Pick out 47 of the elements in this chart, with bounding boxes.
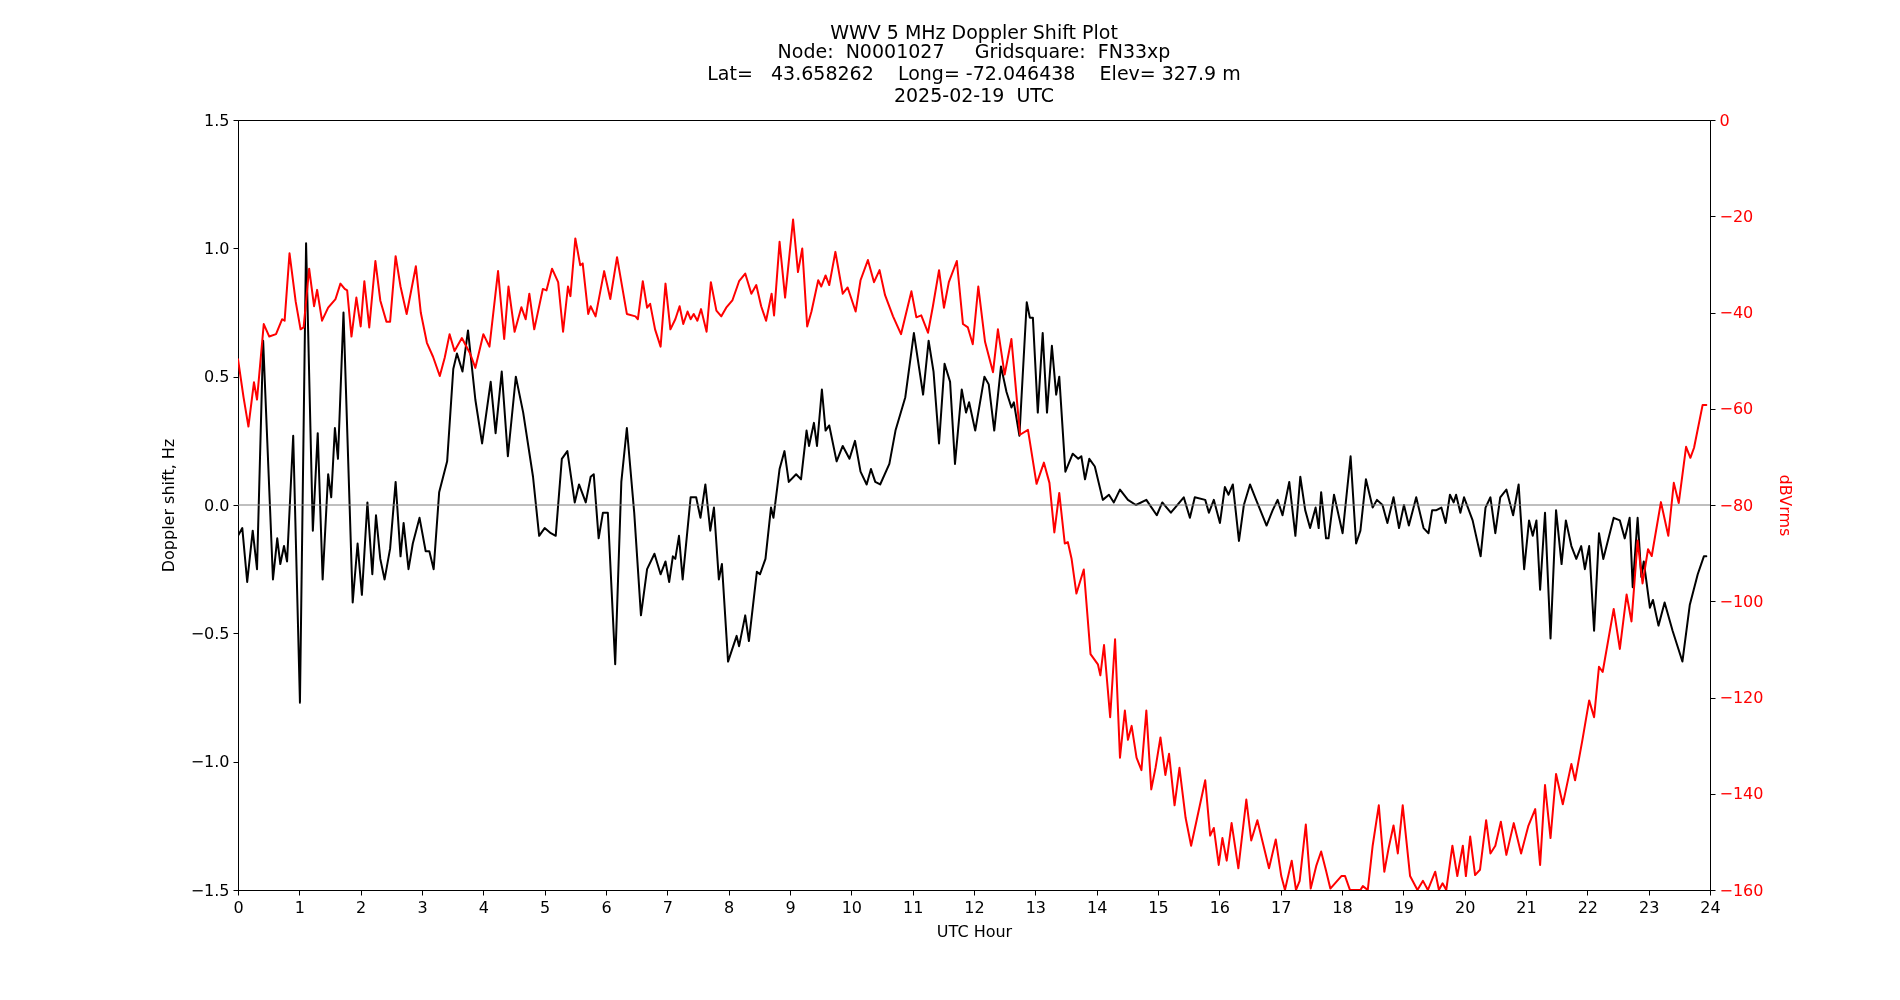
x-tick-label: 2 [356,897,367,917]
y-axis-title: Doppler shift, Hz [158,438,178,573]
y-tick-label: 1.5 [204,110,230,130]
y2-tick-label: −40 [1719,303,1754,322]
x-tick-label: 1 [294,897,305,917]
x-axis-title: UTC Hour [936,921,1013,941]
x-tick-label: 3 [417,897,428,917]
x-tick-label: 4 [478,897,489,917]
line-series [238,242,1708,704]
y2-tick-label: −20 [1719,206,1754,226]
x-tick-label: 19 [1393,897,1415,917]
x-tick-label: 5 [540,897,551,917]
x-tick-label: 8 [724,897,735,917]
x-tick-label: 0 [233,897,244,917]
y2-tick-label: −60 [1719,399,1754,419]
x-tick-label: 11 [902,897,924,917]
y-tick-label: 1.0 [204,238,230,258]
x-tick-label: 15 [1148,897,1169,917]
x-tick-label: 18 [1332,897,1353,917]
y-tick-label: −1.0 [190,752,230,772]
x-tick-label: 23 [1638,897,1660,917]
y2-tick-label: −80 [1719,495,1754,515]
x-tick-label: 17 [1270,897,1292,917]
y2-tick-label: −160 [1719,880,1764,900]
x-tick-label: 16 [1209,897,1231,917]
y2-tick-label: 0 [1719,110,1730,130]
x-tick-label: 22 [1577,897,1599,917]
x-tick-label: 7 [662,897,673,917]
chart-title: WWV 5 MHz Doppler Shift Plot [830,21,1118,43]
x-tick-label: 6 [601,897,612,917]
x-tick-label: 24 [1700,897,1721,917]
x-tick-label: 10 [841,897,863,917]
y2-tick-label: −120 [1719,688,1764,707]
x-tick-label: 13 [1025,897,1047,917]
line-series [238,218,1708,890]
x-tick-label: 12 [964,897,985,917]
y-tick-label: −0.5 [190,623,230,643]
y-tick-label: −1.5 [190,880,230,900]
y2-tick-label: −100 [1719,591,1764,611]
x-tick-label: 14 [1086,897,1108,917]
y-tick-label: 0.5 [204,367,230,387]
x-tick-label: 20 [1454,897,1476,917]
y2-tick-label: −140 [1719,784,1764,804]
x-tick-label: 9 [785,897,796,917]
y2-axis-title: dBVrms [1776,474,1796,537]
x-tick-label: 21 [1516,897,1537,917]
y-tick-label: 0.0 [204,495,230,515]
